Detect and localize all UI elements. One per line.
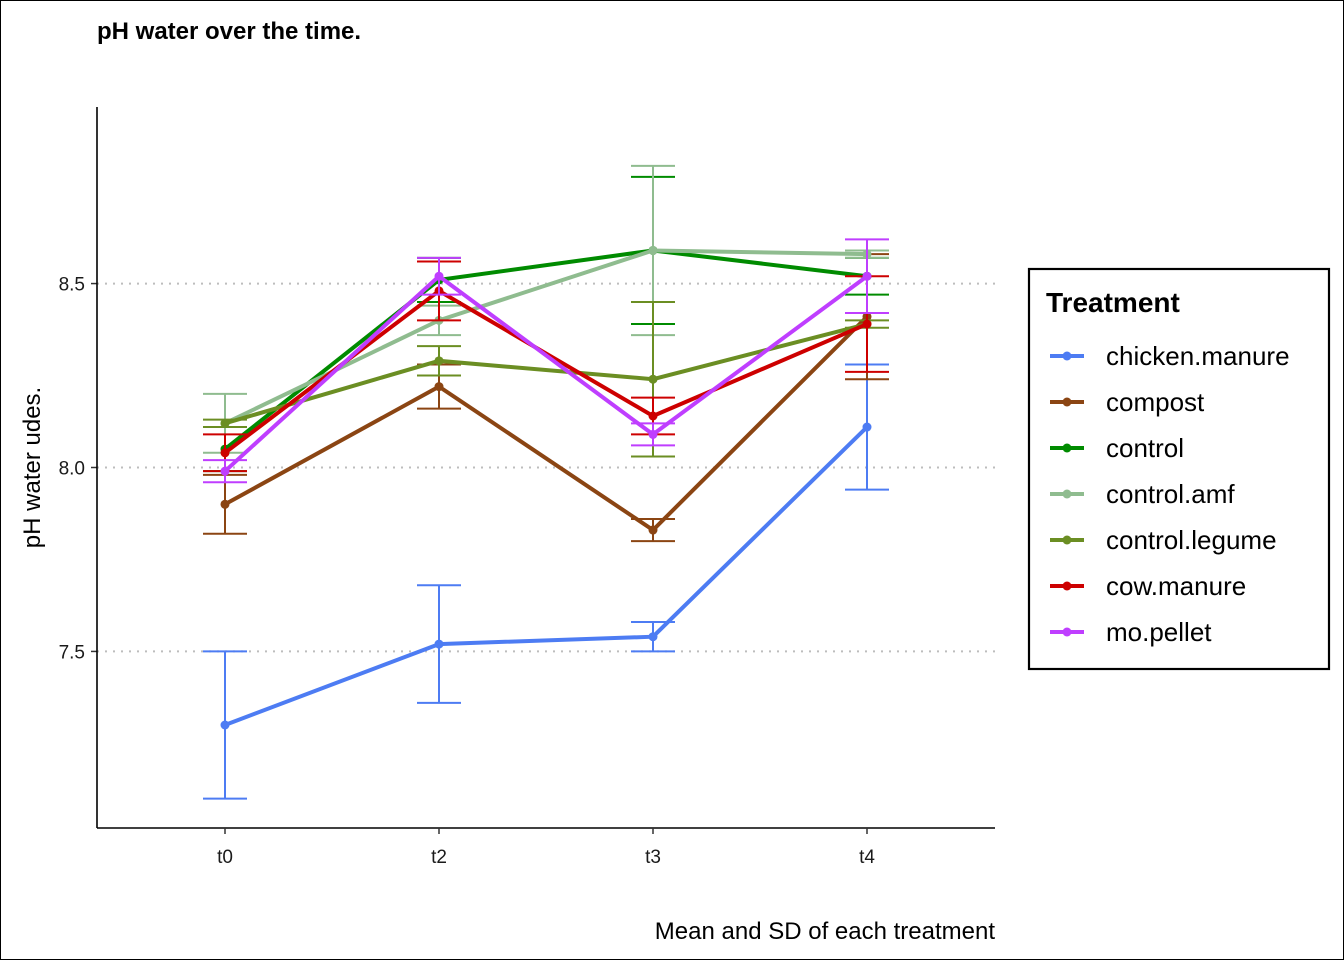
y-tick-label: 8.0	[59, 459, 85, 480]
legend-key-point	[1062, 443, 1072, 453]
x-tick-label: t3	[645, 847, 661, 868]
data-point	[434, 639, 444, 649]
series-line	[224, 315, 869, 533]
legend-item: control	[1050, 433, 1184, 463]
series-line	[223, 273, 869, 473]
data-point	[862, 271, 872, 281]
legend-key-point	[1062, 351, 1072, 361]
chart-title: pH water over the time.	[97, 18, 361, 45]
series-control	[203, 175, 889, 473]
legend-item: cow.manure	[1050, 571, 1246, 601]
series-line	[224, 322, 868, 426]
data-point	[648, 632, 658, 642]
legend-item: compost	[1050, 387, 1205, 417]
data-point	[648, 525, 658, 535]
series-control-amf	[203, 164, 889, 454]
series-compost	[203, 253, 889, 543]
legend-label: mo.pellet	[1106, 617, 1212, 647]
legend-key-point	[1062, 397, 1072, 407]
legend-label: control.legume	[1106, 525, 1277, 555]
legend-label: chicken.manure	[1106, 341, 1290, 371]
legend: Treatment chicken.manure compost control co…	[1027, 267, 1331, 671]
legend-label: control	[1106, 433, 1184, 463]
legend-key-point	[1062, 581, 1072, 591]
data-point	[220, 720, 230, 730]
legend-item: mo.pellet	[1050, 617, 1212, 647]
series-layer	[203, 164, 889, 800]
series-cow-manure	[203, 260, 889, 473]
legend-label: compost	[1106, 387, 1205, 417]
legend-key-point	[1062, 627, 1072, 637]
series-line	[224, 425, 869, 727]
data-point	[220, 418, 230, 428]
data-point	[220, 499, 230, 509]
series-line	[223, 248, 868, 451]
data-point	[648, 245, 658, 255]
legend-label: cow.manure	[1106, 571, 1246, 601]
data-point	[648, 411, 658, 421]
data-point	[434, 271, 444, 281]
data-point	[648, 374, 658, 384]
legend-key-point	[1062, 535, 1072, 545]
series-mo-pellet	[203, 238, 889, 484]
x-tick-label: t4	[859, 847, 875, 868]
series-control-legume	[203, 300, 889, 458]
data-point	[862, 422, 872, 432]
legend-items: chicken.manure compost control control.amf c…	[1050, 341, 1290, 647]
legend-label: control.amf	[1106, 479, 1235, 509]
data-point	[220, 466, 230, 476]
x-tick-label: t0	[217, 847, 233, 868]
x-tick-label: t2	[431, 847, 447, 868]
data-point	[220, 448, 230, 458]
y-tick-label: 8.5	[59, 275, 85, 296]
series-chicken-manure	[203, 363, 889, 800]
y-tick-label: 7.5	[59, 642, 85, 663]
legend-title: Treatment	[1046, 287, 1180, 318]
data-point	[434, 356, 444, 366]
legend-key-point	[1062, 489, 1072, 499]
legend-item: control.amf	[1050, 479, 1235, 509]
legend-box	[1027, 267, 1331, 671]
chart-caption: Mean and SD of each treatment	[655, 918, 996, 945]
data-point	[862, 319, 872, 329]
data-point	[434, 382, 444, 392]
legend-item: control.legume	[1050, 525, 1277, 555]
legend-item: chicken.manure	[1050, 341, 1290, 371]
series-line	[224, 248, 868, 426]
data-point	[648, 429, 658, 439]
y-axis-title: pH water udes.	[19, 387, 46, 548]
axes: 7.5 8.0 8.5 t0 t2 t3 t4	[59, 107, 995, 868]
